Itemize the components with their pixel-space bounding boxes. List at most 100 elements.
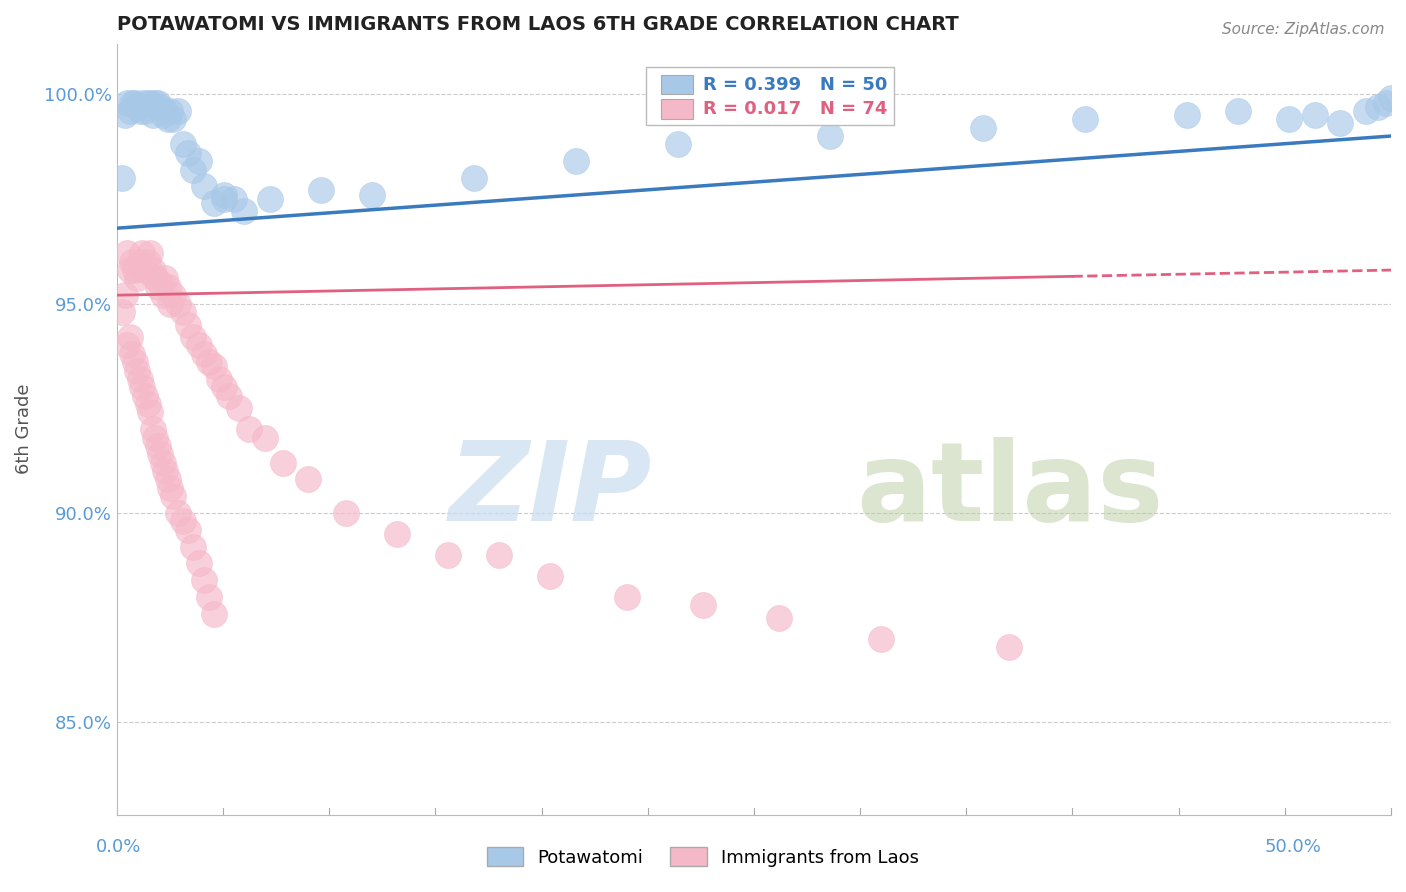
Point	[193, 347, 215, 361]
Point	[142, 108, 165, 122]
Point	[172, 514, 194, 528]
Point	[224, 192, 246, 206]
Point	[111, 170, 134, 185]
FancyBboxPatch shape	[661, 75, 693, 94]
Point	[155, 464, 177, 478]
Point	[121, 347, 143, 361]
Point	[193, 179, 215, 194]
Text: 0.0%: 0.0%	[96, 838, 141, 855]
Point	[156, 280, 179, 294]
Text: ZIP: ZIP	[449, 437, 652, 544]
Point	[1379, 91, 1402, 105]
Point	[183, 162, 205, 177]
Point	[143, 431, 166, 445]
Point	[115, 246, 138, 260]
Point	[1367, 100, 1389, 114]
Point	[139, 405, 162, 419]
Point	[121, 95, 143, 110]
Point	[177, 523, 200, 537]
Point	[1354, 103, 1376, 118]
Point	[136, 397, 159, 411]
Point	[187, 154, 209, 169]
Point	[155, 103, 177, 118]
Text: atlas: atlas	[856, 437, 1163, 544]
Point	[1375, 95, 1398, 110]
Point	[124, 355, 146, 369]
Text: POTAWATOMI VS IMMIGRANTS FROM LAOS 6TH GRADE CORRELATION CHART: POTAWATOMI VS IMMIGRANTS FROM LAOS 6TH G…	[117, 15, 959, 34]
Point	[118, 263, 141, 277]
Point	[187, 338, 209, 352]
Point	[271, 456, 294, 470]
Point	[127, 271, 149, 285]
Point	[177, 145, 200, 160]
Point	[167, 296, 190, 310]
Point	[156, 473, 179, 487]
Point	[335, 506, 357, 520]
Point	[437, 548, 460, 562]
Point	[162, 489, 184, 503]
Point	[309, 184, 332, 198]
Point	[218, 389, 240, 403]
Point	[997, 640, 1019, 654]
Point	[115, 95, 138, 110]
Point	[187, 556, 209, 570]
Point	[238, 422, 260, 436]
Point	[114, 288, 136, 302]
Point	[167, 103, 190, 118]
Point	[172, 305, 194, 319]
Point	[820, 129, 842, 144]
Point	[131, 95, 153, 110]
Point	[692, 598, 714, 612]
Point	[152, 456, 174, 470]
Text: 50.0%: 50.0%	[1265, 838, 1322, 855]
Point	[159, 296, 181, 310]
Point	[768, 610, 790, 624]
Point	[538, 569, 561, 583]
Point	[129, 254, 152, 268]
Text: Source: ZipAtlas.com: Source: ZipAtlas.com	[1222, 22, 1385, 37]
Point	[149, 100, 172, 114]
Point	[463, 170, 485, 185]
Point	[167, 506, 190, 520]
Point	[118, 330, 141, 344]
Point	[208, 372, 231, 386]
Point	[259, 192, 281, 206]
Point	[202, 196, 225, 211]
Point	[118, 103, 141, 118]
Point	[136, 95, 159, 110]
Point	[139, 246, 162, 260]
Point	[146, 95, 169, 110]
Point	[134, 389, 156, 403]
Point	[564, 154, 586, 169]
Point	[162, 112, 184, 127]
Point	[1303, 108, 1326, 122]
Point	[156, 112, 179, 127]
Point	[146, 280, 169, 294]
Point	[124, 95, 146, 110]
Text: R = 0.399   N = 50: R = 0.399 N = 50	[703, 76, 887, 94]
Y-axis label: 6th Grade: 6th Grade	[15, 384, 32, 475]
Point	[155, 271, 177, 285]
Point	[152, 288, 174, 302]
Point	[212, 192, 235, 206]
Point	[387, 527, 409, 541]
Point	[228, 401, 250, 416]
Point	[212, 187, 235, 202]
FancyBboxPatch shape	[645, 67, 894, 125]
Point	[253, 431, 276, 445]
Point	[488, 548, 510, 562]
Point	[134, 263, 156, 277]
Point	[159, 103, 181, 118]
Legend: Potawatomi, Immigrants from Laos: Potawatomi, Immigrants from Laos	[479, 840, 927, 874]
Point	[136, 254, 159, 268]
Point	[202, 607, 225, 621]
Point	[143, 271, 166, 285]
Point	[131, 380, 153, 394]
Point	[972, 120, 994, 135]
Point	[127, 100, 149, 114]
Point	[139, 95, 162, 110]
Point	[1227, 103, 1250, 118]
Point	[127, 363, 149, 377]
Point	[177, 318, 200, 332]
Point	[115, 338, 138, 352]
